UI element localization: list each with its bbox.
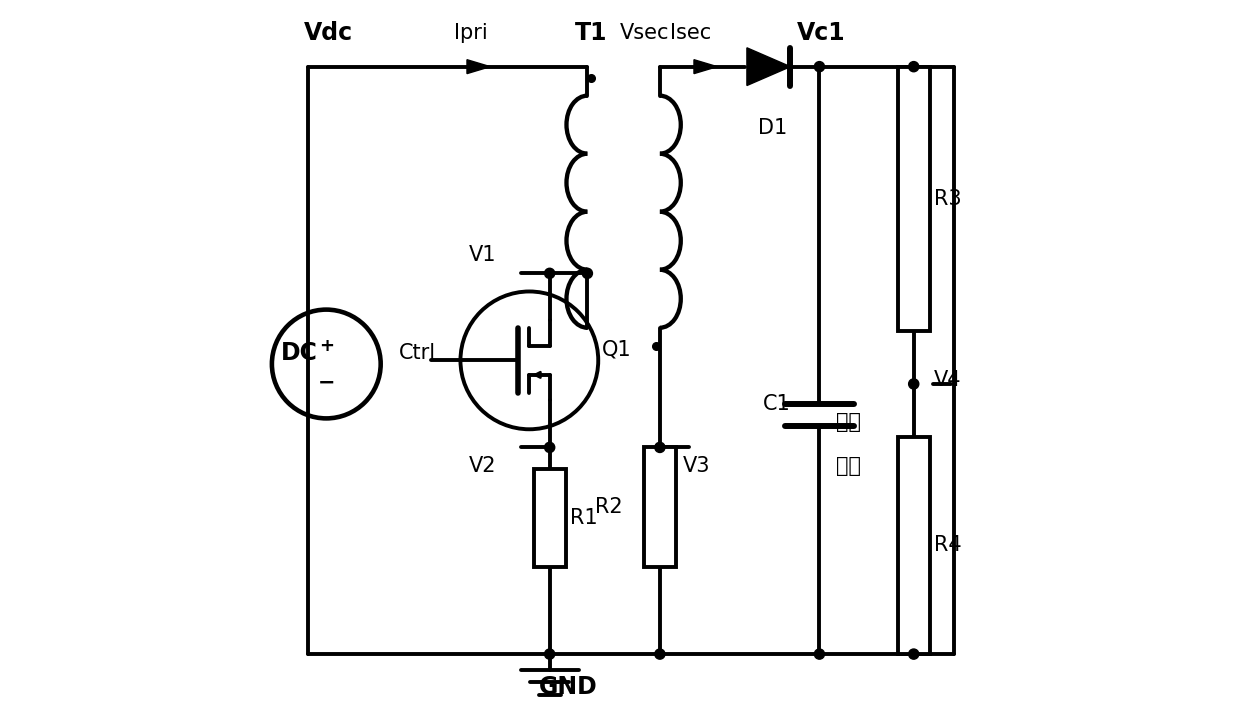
Circle shape — [655, 649, 665, 659]
Text: R1: R1 — [570, 508, 598, 528]
Text: +: + — [319, 337, 334, 355]
Text: Ipri: Ipri — [454, 23, 489, 42]
Text: C1: C1 — [763, 394, 790, 414]
Circle shape — [909, 379, 919, 389]
Bar — [644, 448, 676, 567]
Text: DC: DC — [281, 341, 317, 365]
Circle shape — [544, 443, 554, 453]
Circle shape — [544, 649, 554, 659]
Text: Vc1: Vc1 — [797, 20, 846, 44]
Text: V1: V1 — [469, 245, 496, 265]
Text: V3: V3 — [682, 456, 709, 475]
Circle shape — [655, 443, 665, 453]
Circle shape — [909, 62, 919, 72]
Text: GND: GND — [538, 675, 598, 699]
Circle shape — [815, 649, 825, 659]
Text: Isec: Isec — [671, 23, 712, 42]
Text: V4: V4 — [934, 371, 961, 390]
Bar — [533, 469, 565, 567]
Circle shape — [544, 269, 554, 278]
Text: Vsec: Vsec — [620, 23, 670, 42]
Circle shape — [583, 269, 593, 278]
Text: R2: R2 — [594, 497, 622, 517]
Text: R3: R3 — [934, 189, 961, 209]
Bar — [898, 67, 930, 331]
Circle shape — [909, 649, 919, 659]
Text: Q1: Q1 — [601, 339, 631, 360]
Circle shape — [815, 62, 825, 72]
Text: R4: R4 — [934, 535, 961, 555]
Text: T1: T1 — [575, 20, 608, 44]
Text: Vdc: Vdc — [304, 20, 353, 44]
Bar — [898, 437, 930, 654]
Polygon shape — [467, 60, 490, 74]
Text: V2: V2 — [469, 456, 496, 475]
Polygon shape — [694, 60, 717, 74]
Text: −: − — [317, 372, 335, 392]
Polygon shape — [746, 48, 790, 85]
Text: D1: D1 — [758, 119, 787, 138]
Text: Ctrl: Ctrl — [398, 343, 435, 363]
Text: 电容: 电容 — [836, 456, 861, 475]
Text: 储能: 储能 — [836, 412, 861, 432]
